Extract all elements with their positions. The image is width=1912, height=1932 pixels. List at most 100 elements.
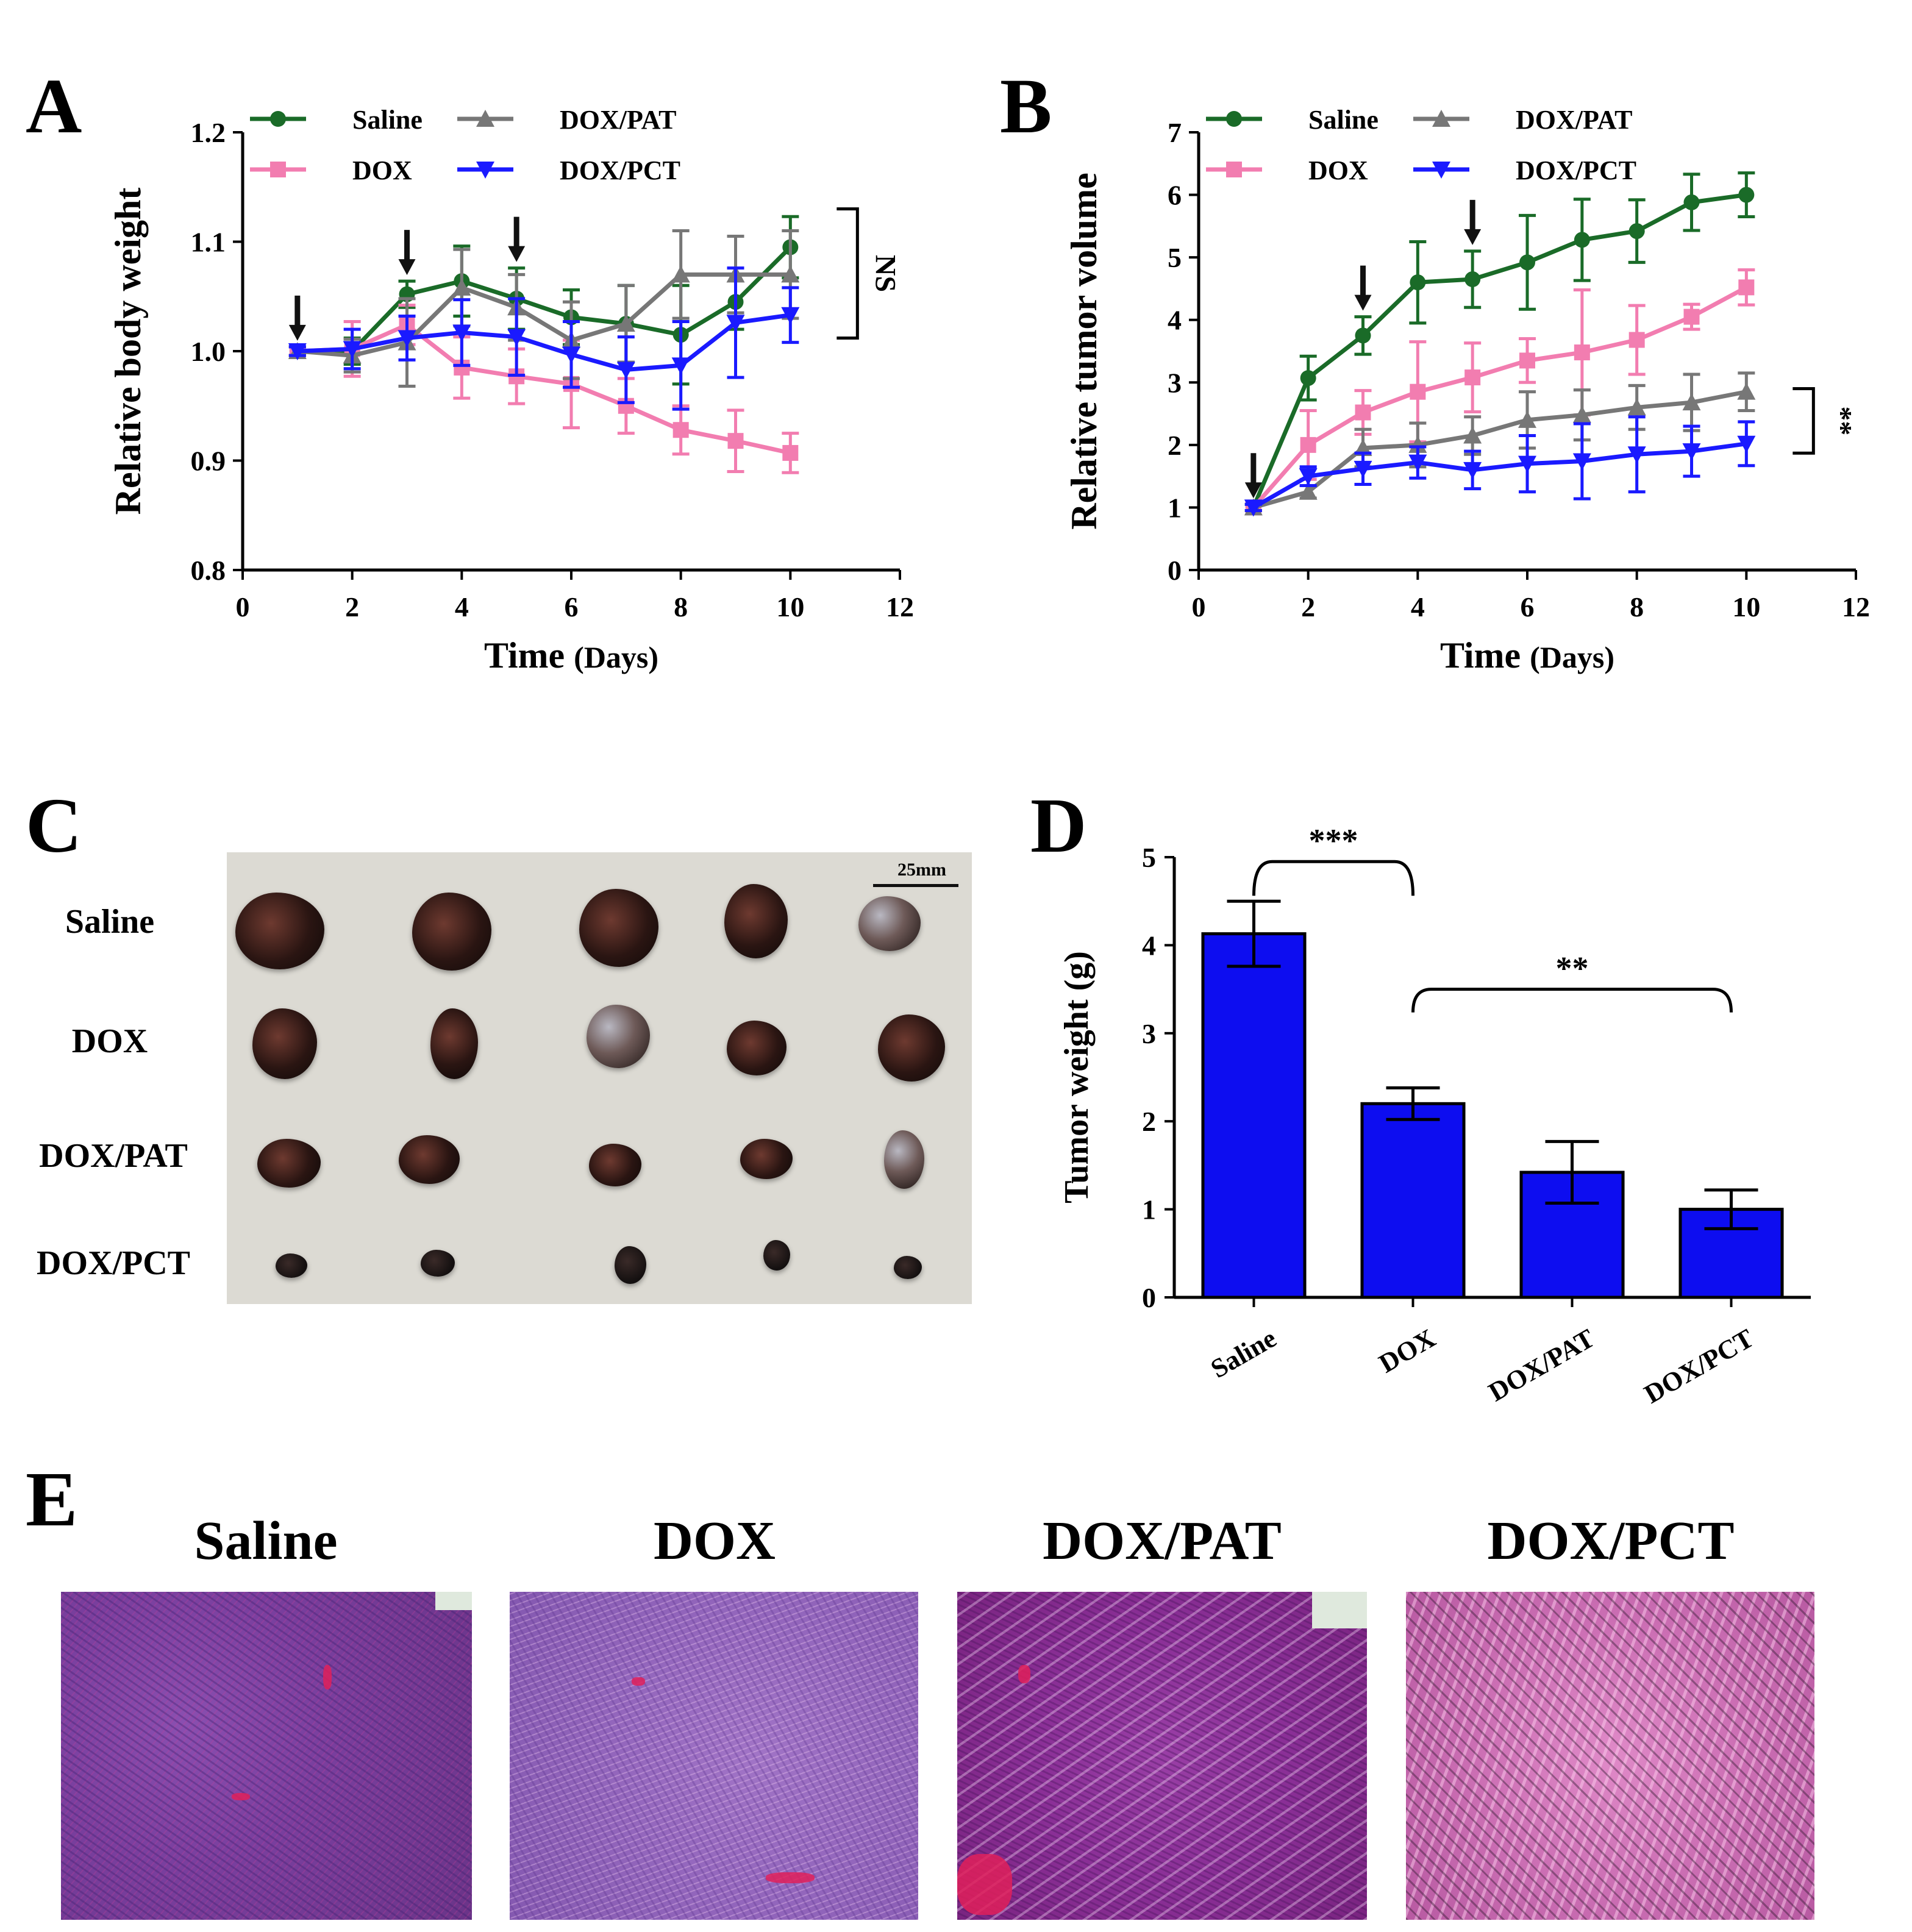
a-y-tick-label: 1.0 xyxy=(191,336,226,367)
histo-title-dox-pat: DOX/PAT xyxy=(1043,1511,1282,1571)
histology-image-dox-pat xyxy=(957,1592,1367,1920)
d-x-tick-label-dox: DOX xyxy=(1374,1323,1440,1378)
tumor-saline-2 xyxy=(412,893,491,971)
a-series-dox-pct xyxy=(288,266,800,411)
d-bar-dox xyxy=(1360,1102,1466,1299)
a-dose-arrow-head xyxy=(288,324,306,341)
b-series-dox-point xyxy=(1574,344,1590,361)
tumor-dox-pat-3 xyxy=(589,1144,641,1186)
b-series-dox-pct-point xyxy=(1627,446,1646,464)
a-series-dox-pat-line xyxy=(297,272,791,358)
d-x-tick-label-saline: Saline xyxy=(1205,1323,1281,1384)
a-series-dox-pct-point xyxy=(288,343,307,360)
b-series-dox-point xyxy=(1738,279,1755,296)
b-series-dox-pat-point xyxy=(1299,482,1318,500)
d-comparison-0: *** xyxy=(1252,822,1414,896)
b-dose-arrow-head xyxy=(1244,482,1262,499)
d-x-tick-label-dox-pat: DOX/PAT xyxy=(1483,1323,1599,1407)
b-series-dox-pct-line xyxy=(1252,441,1747,510)
b-series-dox-point xyxy=(1628,332,1645,348)
a-x-axis-label-unit: (Days) xyxy=(574,640,658,674)
b-dose-arrow-head xyxy=(1464,229,1482,245)
a-series-dox-pct-line xyxy=(297,313,791,372)
a-legend-label: Saline xyxy=(352,105,423,135)
photo-row-label-dox-pct: DOX/PCT xyxy=(37,1244,190,1282)
b-x-tick-label: 6 xyxy=(1521,591,1535,622)
b-series-saline-point xyxy=(1464,271,1481,288)
b-legend-marker xyxy=(1432,110,1450,127)
a-series-dox-pct-point xyxy=(343,341,362,358)
b-y-axis-label: Relative tumor volume xyxy=(1064,173,1104,529)
tumor-dox-pct-4 xyxy=(763,1240,790,1271)
a-x-tick-label: 6 xyxy=(565,591,579,622)
a-x-tick-label: 8 xyxy=(674,591,688,622)
a-series-dox-pct-point xyxy=(616,362,635,379)
b-series-dox-pat-point xyxy=(1682,393,1701,411)
b-series-saline-point xyxy=(1574,232,1590,248)
panel-label-c: C xyxy=(26,782,82,869)
a-y-tick-label: 0.8 xyxy=(191,555,226,586)
a-y-axis-label: Relative body weight xyxy=(108,188,148,515)
b-series-dox-pat-line xyxy=(1252,390,1747,510)
tumor-dox-pct-5 xyxy=(894,1256,922,1279)
a-series-dox-pct-point xyxy=(507,329,526,346)
a-series-dox-pat-point xyxy=(452,278,471,296)
b-x-tick-label: 12 xyxy=(1842,591,1870,622)
a-series-dox-pct-point xyxy=(781,307,800,324)
a-y-tick-label: 1.2 xyxy=(191,117,226,148)
tumor-dox-pat-1 xyxy=(257,1139,321,1188)
b-series-dox-pct-point xyxy=(1244,499,1263,517)
a-series-dox-point xyxy=(672,422,689,438)
b-legend-label: DOX/PAT xyxy=(1516,105,1632,135)
a-series-saline-line xyxy=(297,245,792,354)
b-y-tick-label: 5 xyxy=(1168,242,1182,273)
b-legend-label: DOX xyxy=(1308,155,1368,185)
a-series-dox-pct-point xyxy=(398,330,416,348)
a-x-tick-label: 0 xyxy=(236,591,250,622)
b-series-dox-point xyxy=(1464,369,1481,386)
b-series-dox-pat-point xyxy=(1408,435,1427,453)
d-comparison-1: ** xyxy=(1411,950,1733,1013)
tumor-dox-pat-2 xyxy=(399,1135,460,1184)
b-y-tick-label: 3 xyxy=(1168,367,1182,398)
b-x-tick-label: 2 xyxy=(1301,591,1315,622)
histo-title-dox: DOX xyxy=(654,1511,776,1571)
b-series-dox-pct-point xyxy=(1354,460,1372,478)
b-series-saline-point xyxy=(1519,254,1535,271)
b-series-dox-pct-point xyxy=(1463,462,1482,479)
a-series-dox-line xyxy=(297,322,791,455)
a-legend-label: DOX/PCT xyxy=(560,155,680,185)
b-legend-dox-pct: DOX/PCT xyxy=(1413,155,1636,185)
tumor-photo: 25mm xyxy=(227,852,972,1304)
b-legend-marker xyxy=(1226,111,1242,127)
b-series-dox-point xyxy=(1300,437,1316,453)
scale-bar-label: 25mm xyxy=(897,860,946,880)
b-y-tick-label: 1 xyxy=(1168,492,1182,523)
b-series-dox-pat-point xyxy=(1463,426,1482,444)
histology-image-saline xyxy=(61,1592,472,1920)
b-series-dox-pct-point xyxy=(1518,455,1536,473)
a-series-dox-pat-point xyxy=(781,265,800,283)
b-series-dox-pct-point xyxy=(1408,454,1427,472)
b-dose-arrow xyxy=(1354,265,1372,311)
tumor-dox-2 xyxy=(430,1008,478,1079)
b-x-tick-label: 0 xyxy=(1192,591,1206,622)
b-legend-label: DOX/PCT xyxy=(1516,155,1636,185)
b-series-dox-pct-point xyxy=(1682,443,1701,461)
b-dose-arrow xyxy=(1244,453,1262,499)
a-legend-marker xyxy=(476,162,494,179)
tumor-saline-3 xyxy=(579,889,658,967)
a-significance-bracket: NS xyxy=(836,207,901,340)
b-legend-dox: DOX xyxy=(1206,155,1368,185)
a-series-dox-point xyxy=(727,433,744,449)
panel-label-a: A xyxy=(26,63,82,149)
b-legend-label: Saline xyxy=(1308,105,1379,135)
b-series-saline-line xyxy=(1251,193,1747,508)
a-y-tick-label: 0.9 xyxy=(191,446,226,477)
a-series-dox-pct-point xyxy=(562,346,580,364)
b-bracket-line xyxy=(1792,387,1815,455)
b-significance-label: ** xyxy=(1825,406,1857,435)
b-series-dox-pat xyxy=(1244,371,1756,516)
a-x-tick-label: 2 xyxy=(345,591,359,622)
